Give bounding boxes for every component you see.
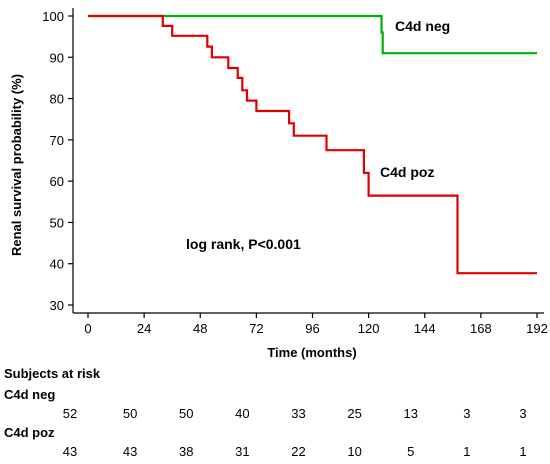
y-tick-label: 70	[50, 133, 64, 148]
y-tick-label: 100	[42, 9, 64, 24]
y-ticks: 30 40 50 60 70 80 90 100	[42, 9, 73, 313]
x-tick-label: 24	[137, 321, 151, 336]
risk-row-label-c4d-neg: C4d neg	[4, 387, 55, 402]
x-tick-label: 48	[193, 321, 207, 336]
risk-count: 33	[291, 406, 305, 421]
series-line-c4d-neg	[88, 14, 537, 55]
x-tick-label: 72	[249, 321, 263, 336]
series-label-c4d-poz: C4d poz	[380, 164, 434, 180]
y-tick-label: 60	[50, 174, 64, 189]
risk-count: 1	[519, 444, 526, 459]
risk-count: 13	[404, 406, 418, 421]
y-tick-label: 50	[50, 215, 64, 230]
y-tick-label: 80	[50, 92, 64, 107]
y-tick-label: 90	[50, 50, 64, 65]
x-tick-label: 168	[470, 321, 492, 336]
x-tick-label: 192	[526, 321, 548, 336]
x-tick-label: 96	[305, 321, 319, 336]
y-axis-title: Renal survival probability (%)	[9, 74, 24, 256]
x-tick-label: 144	[414, 321, 436, 336]
y-tick-label: 30	[50, 298, 64, 313]
log-rank-annotation: log rank, P<0.001	[186, 236, 301, 252]
risk-row-c4d-poz: 43 43 38 31 22 10 5 1 1	[63, 444, 527, 459]
risk-count: 38	[179, 444, 193, 459]
risk-table-title: Subjects at risk	[4, 366, 101, 381]
risk-count: 25	[347, 406, 361, 421]
risk-count: 1	[463, 444, 470, 459]
x-tick-label: 0	[84, 321, 91, 336]
chart-axes	[72, 8, 544, 314]
risk-count: 22	[291, 444, 305, 459]
risk-count: 31	[235, 444, 249, 459]
risk-count: 43	[63, 444, 77, 459]
series-layer	[88, 14, 537, 275]
risk-count: 50	[123, 406, 137, 421]
risk-count: 3	[463, 406, 470, 421]
x-ticks: 0 24 48 72 96 120 144 168 192	[84, 313, 548, 336]
series-line-c4d-poz	[88, 14, 537, 275]
x-tick-label: 120	[358, 321, 380, 336]
risk-count: 3	[519, 406, 526, 421]
series-label-c4d-neg: C4d neg	[395, 18, 450, 34]
x-axis-title: Time (months)	[267, 345, 356, 360]
risk-count: 40	[235, 406, 249, 421]
risk-count: 5	[407, 444, 414, 459]
risk-count: 50	[179, 406, 193, 421]
risk-row-label-c4d-poz: C4d poz	[4, 425, 55, 440]
risk-count: 10	[347, 444, 361, 459]
risk-count: 52	[63, 406, 77, 421]
y-tick-label: 40	[50, 257, 64, 272]
risk-count: 43	[123, 444, 137, 459]
risk-row-c4d-neg: 52 50 50 40 33 25 13 3 3	[63, 406, 527, 421]
